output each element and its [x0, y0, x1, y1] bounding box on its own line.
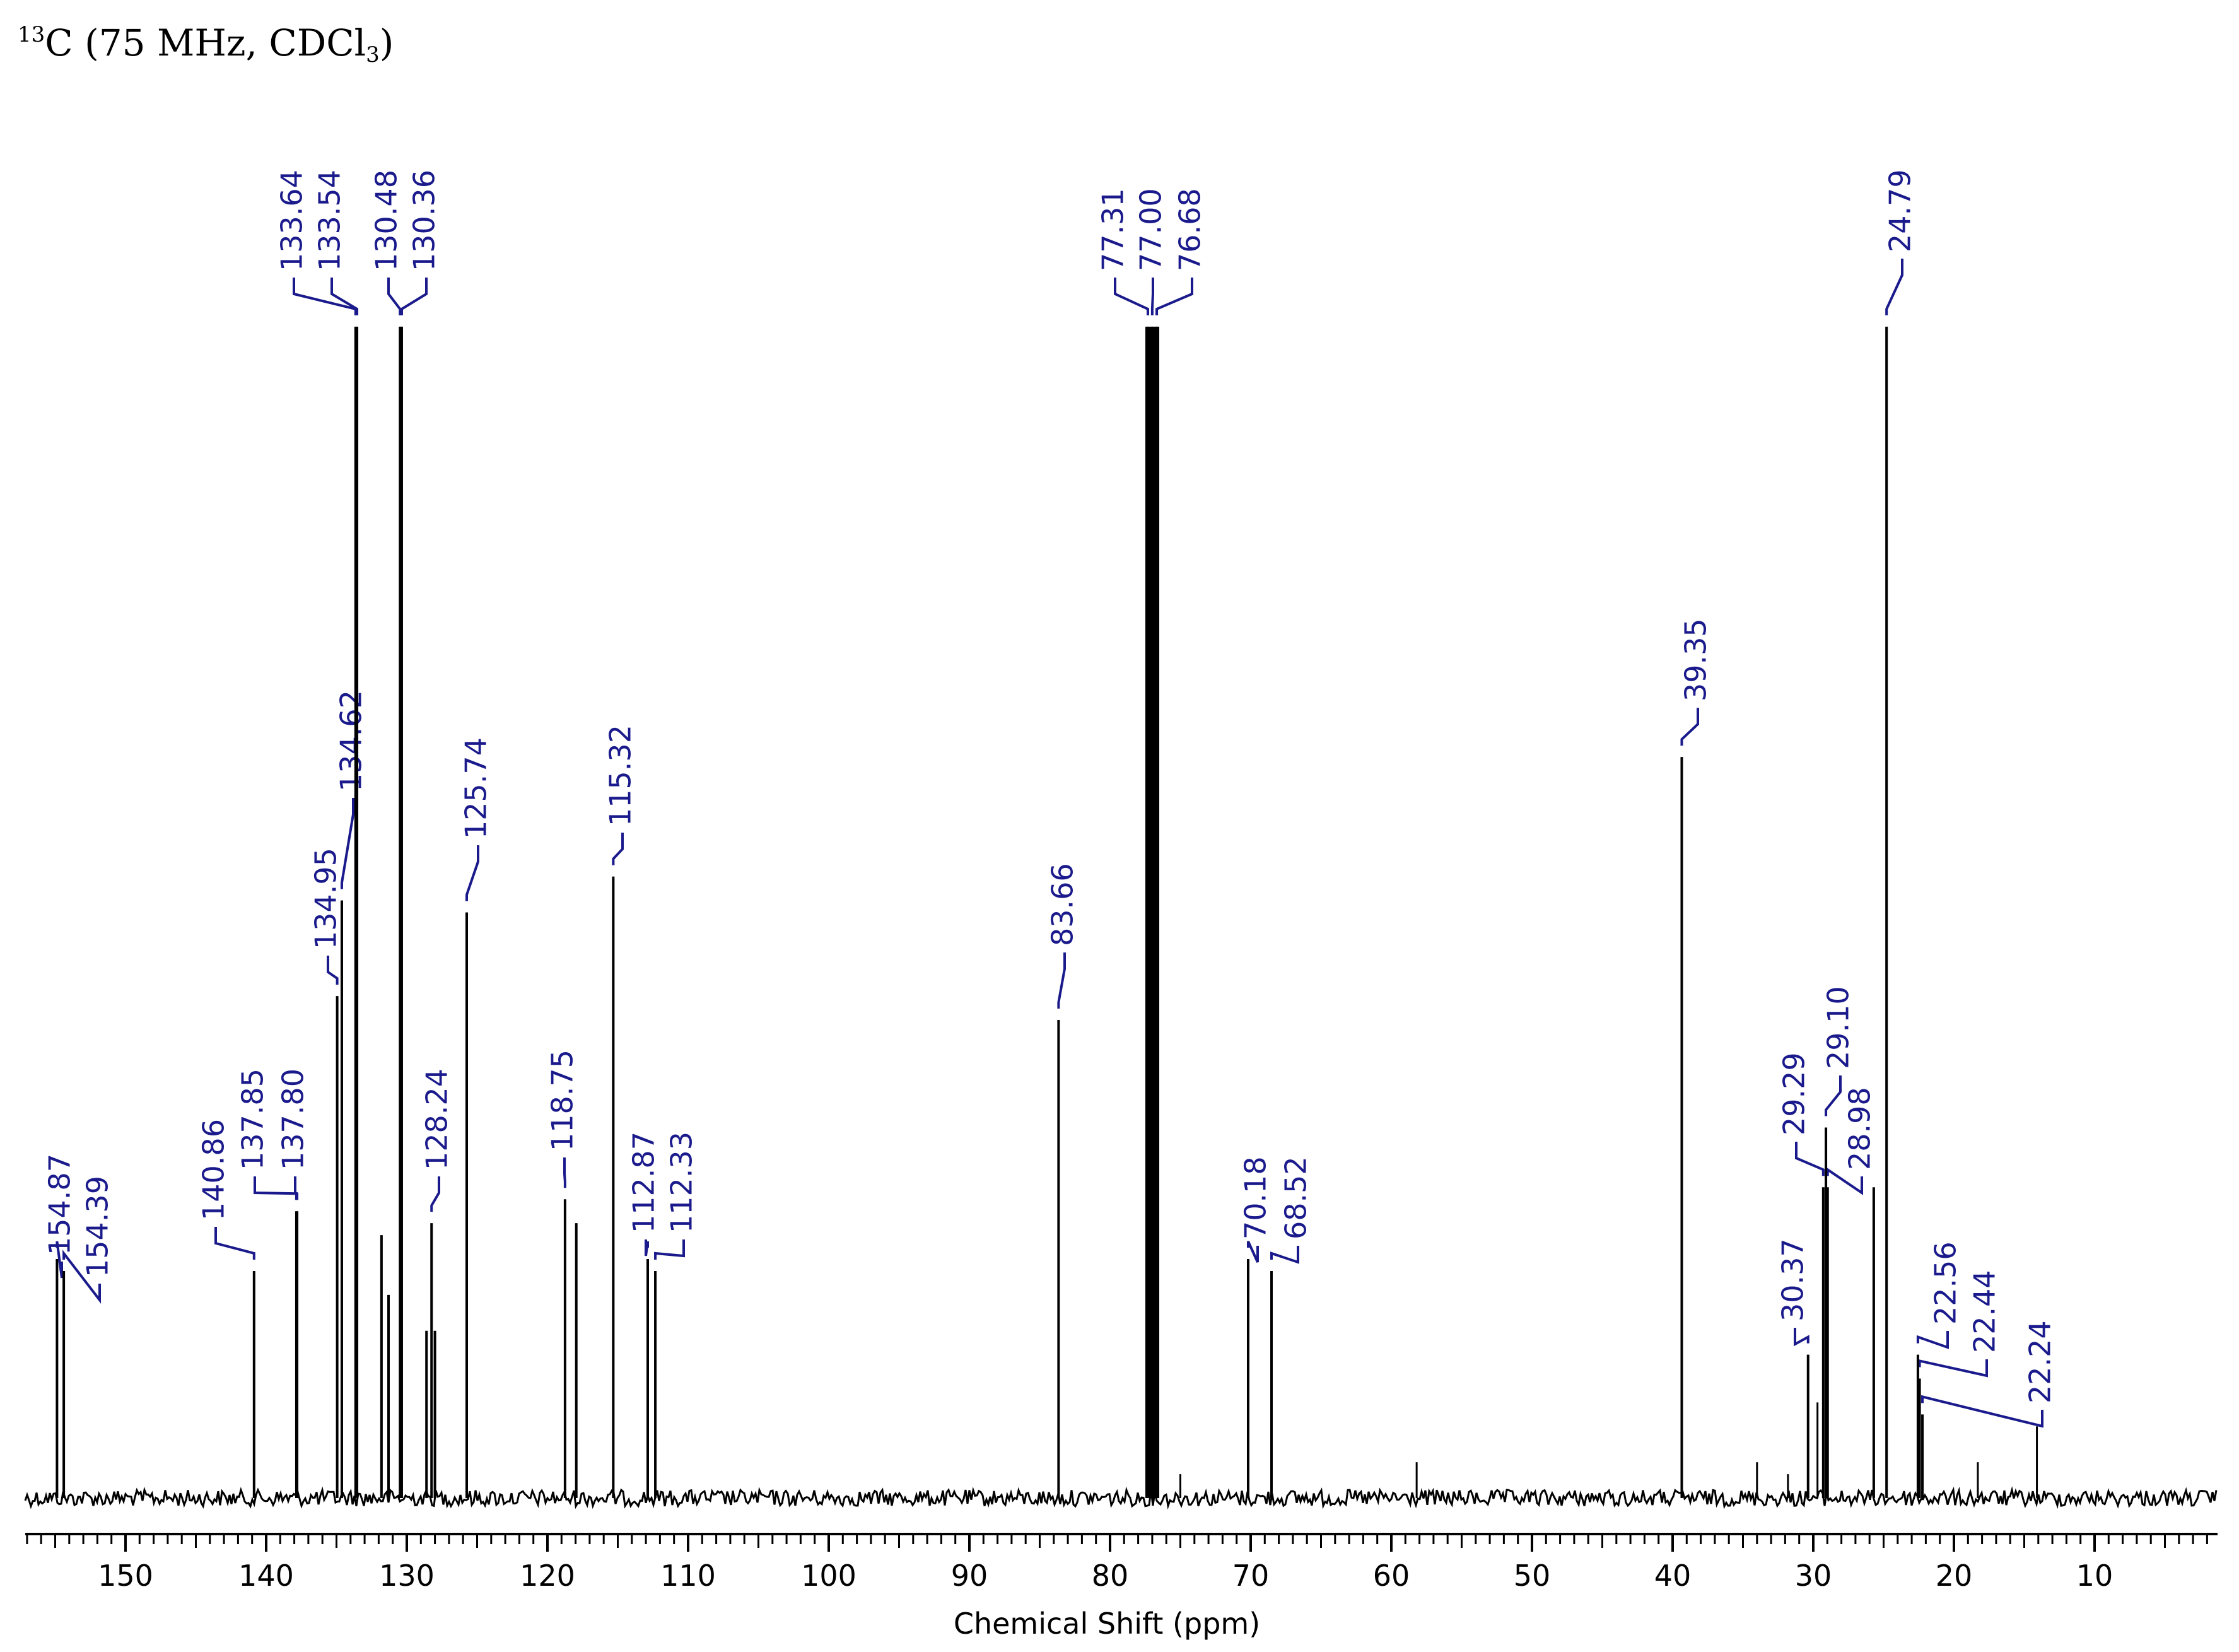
peak-leader-21: [1246, 1241, 1259, 1263]
peak-annotations: 154.87 154.39 140.86 137.85 137.80 134.95 134.…: [43, 169, 2057, 1428]
peak-leader-29: [1916, 1331, 1949, 1349]
tick-label-80: 80: [1092, 1559, 1129, 1593]
peak-leader-27: [1826, 1167, 1863, 1195]
title-subscript: 3: [366, 42, 380, 67]
peak-leader-4: [294, 1176, 299, 1200]
peak-label-22: 68.52: [1279, 1156, 1313, 1239]
peak-leader-7: [293, 278, 357, 315]
peak-leader-25: [1795, 1142, 1825, 1176]
peak-leader-9: [387, 278, 402, 315]
tick-label-100: 100: [801, 1559, 856, 1593]
peak-leader-31: [1921, 1395, 2043, 1428]
peak-label-30: 22.44: [1968, 1270, 2002, 1353]
tick-label-50: 50: [1514, 1559, 1551, 1593]
peak-leader-0: [56, 1241, 63, 1279]
peak-label-27: 28.98: [1843, 1087, 1877, 1170]
peak-lines: [56, 326, 2038, 1498]
peak-label-10: 130.36: [407, 170, 441, 271]
tick-label-90: 90: [951, 1559, 988, 1593]
peak-label-3: 137.85: [236, 1069, 270, 1170]
peak-leader-14: [612, 833, 624, 865]
x-axis-title: Chemical Shift (ppm): [954, 1607, 1260, 1641]
peak-leader-28: [1885, 259, 1903, 315]
peak-leader-15: [645, 1239, 649, 1257]
peak-leader-23: [1680, 708, 1699, 746]
peak-label-1: 154.39: [81, 1176, 115, 1277]
peak-leader-17: [1057, 952, 1066, 1009]
tick-label-20: 20: [1936, 1559, 1973, 1593]
peak-label-2: 140.86: [197, 1119, 231, 1221]
title-close: ): [380, 21, 394, 64]
peak-leader-13: [563, 1157, 566, 1188]
spectrum-baseline: [24, 1486, 2218, 1510]
peak-leader-5: [327, 956, 339, 985]
peak-leader-8: [330, 278, 359, 315]
peak-label-24: 30.37: [1776, 1238, 1810, 1321]
peak-leader-10: [400, 278, 428, 315]
x-axis: 150 140 130 120 110 100 90 80 70 60 50 40 30 20 10: [25, 1533, 2218, 1593]
title-isotope-mass: 13: [18, 22, 45, 47]
peak-label-9: 130.48: [370, 170, 404, 271]
peak-label-14: 115.32: [604, 725, 638, 826]
peak-leader-18: [1114, 278, 1149, 315]
title-main: C (75 MHz, CDCl: [45, 21, 366, 64]
tick-label-110: 110: [660, 1559, 716, 1593]
peak-leader-19: [1150, 278, 1154, 315]
peak-label-25: 29.29: [1777, 1052, 1811, 1135]
peak-label-8: 133.54: [313, 170, 347, 271]
peak-leader-1: [62, 1250, 101, 1304]
tick-label-140: 140: [238, 1559, 294, 1593]
x-axis-ticks: [26, 1534, 2208, 1552]
peak-label-29: 22.56: [1929, 1241, 1963, 1325]
peak-label-18: 77.31: [1096, 188, 1130, 271]
peak-leader-30: [1918, 1359, 1988, 1378]
peak-leader-12: [465, 845, 479, 901]
peak-label-15: 112.87: [627, 1132, 661, 1233]
tick-label-130: 130: [379, 1559, 435, 1593]
peak-label-23: 39.35: [1679, 618, 1713, 701]
tick-label-120: 120: [520, 1559, 575, 1593]
peak-label-20: 76.68: [1173, 188, 1207, 271]
peak-leader-26: [1825, 1075, 1842, 1116]
spectrum-title: 13C (75 MHz, CDCl3): [18, 21, 394, 67]
peak-leader-20: [1155, 278, 1193, 315]
peak-label-7: 133.64: [275, 170, 309, 271]
solvent-peak-block: [1145, 326, 1160, 1498]
tick-label-10: 10: [2076, 1559, 2113, 1593]
peak-label-26: 29.10: [1821, 986, 1856, 1069]
tick-label-70: 70: [1232, 1559, 1270, 1593]
peak-leader-22: [1270, 1246, 1299, 1264]
peak-label-6: 134.62: [334, 690, 368, 792]
tick-label-150: 150: [98, 1559, 153, 1593]
peak-label-4: 137.80: [276, 1069, 310, 1170]
peak-label-12: 125.74: [459, 737, 493, 839]
tick-label-30: 30: [1795, 1559, 1832, 1593]
tick-label-40: 40: [1654, 1559, 1692, 1593]
peak-label-28: 24.79: [1883, 169, 1917, 252]
peak-label-0: 154.87: [43, 1154, 77, 1255]
peak-leader-2: [214, 1227, 255, 1260]
peak-label-21: 70.18: [1239, 1156, 1273, 1239]
peak-label-19: 77.00: [1134, 188, 1168, 271]
peak-label-16: 112.33: [665, 1132, 699, 1233]
tick-label-60: 60: [1373, 1559, 1410, 1593]
peak-label-11: 128.24: [420, 1069, 454, 1170]
x-axis-tick-labels: 150 140 130 120 110 100 90 80 70 60 50 40 30 20 10: [98, 1559, 2113, 1593]
peak-leader-24: [1794, 1328, 1809, 1347]
peak-label-5: 134.95: [309, 848, 343, 949]
peak-label-13: 118.75: [546, 1050, 580, 1151]
peak-leader-11: [430, 1176, 440, 1212]
peak-leader-16: [654, 1239, 685, 1260]
peak-label-17: 83.66: [1046, 863, 1080, 946]
peak-label-31: 22.24: [2023, 1320, 2057, 1403]
peak-leader-6: [340, 798, 354, 889]
